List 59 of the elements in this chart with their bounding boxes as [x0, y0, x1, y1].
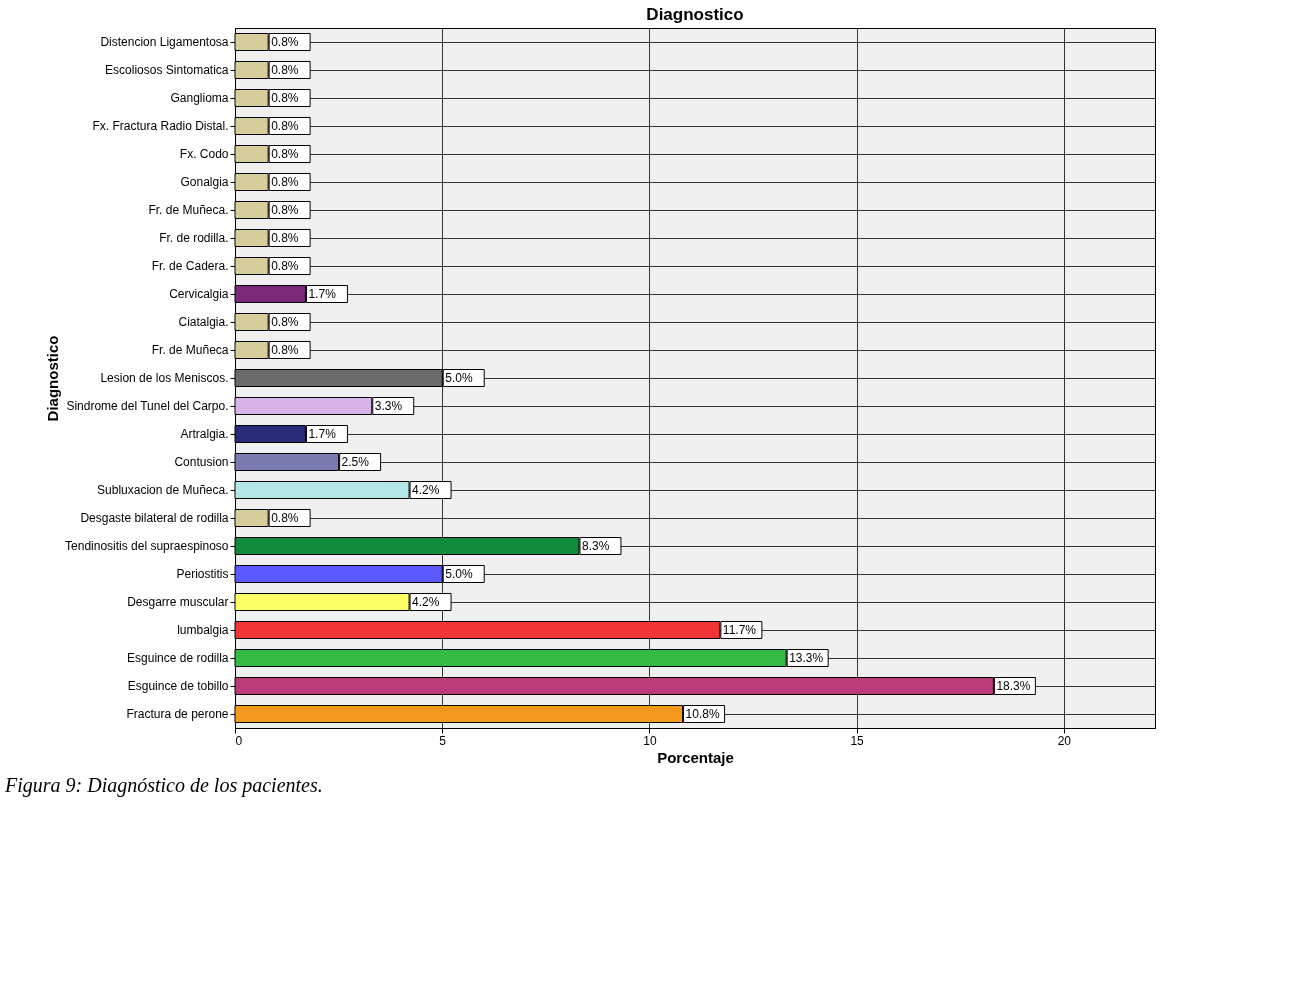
data-label: 4.2% — [412, 595, 440, 609]
x-tick-label: 15 — [850, 733, 865, 748]
data-label: 3.3% — [374, 399, 403, 413]
data-label: 13.3% — [789, 651, 824, 665]
y-tick-label: Ciatalgia. — [178, 315, 229, 329]
text: Figura 9: Diagnóstico de los pacientes. — [4, 774, 323, 797]
data-label: 0.8% — [271, 147, 299, 161]
y-tick-label: Tendinositis del supraespinoso — [65, 539, 229, 553]
y-tick-label: Fr. de rodilla. — [159, 231, 229, 245]
y-tick-label: Artralgia. — [180, 427, 229, 441]
x-tick-label: 5 — [439, 733, 447, 748]
data-label: 0.8% — [271, 343, 299, 357]
data-label: 0.8% — [271, 63, 299, 77]
y-tick-label: Fr. de Cadera. — [151, 259, 229, 273]
chart-title: Diagnostico — [646, 5, 744, 24]
y-tick-label: Fx. Codo — [179, 147, 229, 161]
data-label: 5.0% — [445, 567, 473, 581]
y-tick-label: Sindrome del Tunel del Carpo. — [66, 399, 229, 413]
y-tick-label: Subluxacion de Muñeca. — [97, 483, 229, 497]
y-axis-title: Diagnostico — [44, 335, 62, 422]
data-label: 0.8% — [271, 511, 299, 525]
x-tick-label: 10 — [643, 733, 657, 748]
data-label: 10.8% — [685, 707, 720, 721]
y-tick-label: Escoliosos Sintomatica — [105, 63, 229, 77]
y-tick-label: Fx. Fractura Radio Distal. — [92, 119, 229, 133]
x-axis-title: Porcentaje — [657, 748, 734, 766]
y-tick-label: Ganglioma — [170, 91, 229, 105]
data-label: 0.8% — [271, 315, 299, 329]
y-tick-label: Fractura de perone — [126, 707, 229, 721]
y-tick-label: Contusion — [174, 455, 229, 469]
data-label: 0.8% — [271, 119, 299, 133]
data-label: 5.0% — [445, 371, 473, 385]
data-label: 0.8% — [271, 203, 299, 217]
y-tick-label: Fr. de Muñeca — [151, 343, 229, 357]
data-label: 0.8% — [271, 91, 299, 105]
y-tick-label: Esguince de rodilla — [127, 651, 229, 665]
x-tick-label: 20 — [1057, 733, 1072, 748]
y-tick-label: Gonalgia — [180, 175, 229, 189]
data-label: 0.8% — [271, 231, 299, 245]
y-tick-label: Distencion Ligamentosa — [100, 35, 229, 49]
x-tick-label: 0 — [235, 733, 243, 748]
data-label: 1.7% — [308, 427, 337, 441]
data-label: 4.2% — [412, 483, 440, 497]
data-label: 0.8% — [271, 175, 299, 189]
data-label: 11.7% — [722, 623, 757, 637]
y-tick-label: Desgaste bilateral de rodilla — [80, 511, 229, 525]
y-tick-label: Fr. de Muñeca. — [148, 203, 229, 217]
y-tick-label: Periostitis — [176, 567, 229, 581]
data-label: 8.3% — [581, 539, 610, 553]
data-label: 1.7% — [308, 287, 337, 301]
data-label: 0.8% — [271, 259, 299, 273]
data-label: 2.5% — [341, 455, 370, 469]
y-tick-label: lumbalgia — [177, 623, 229, 637]
y-tick-label: Esguince de tobillo — [127, 679, 229, 693]
y-tick-label: Desgarre muscular — [127, 595, 229, 609]
y-tick-label: Cervicalgia — [169, 287, 229, 301]
y-tick-label: Lesion de los Meniscos. — [100, 371, 229, 385]
data-label: 18.3% — [996, 679, 1031, 693]
data-label: 0.8% — [271, 35, 299, 49]
